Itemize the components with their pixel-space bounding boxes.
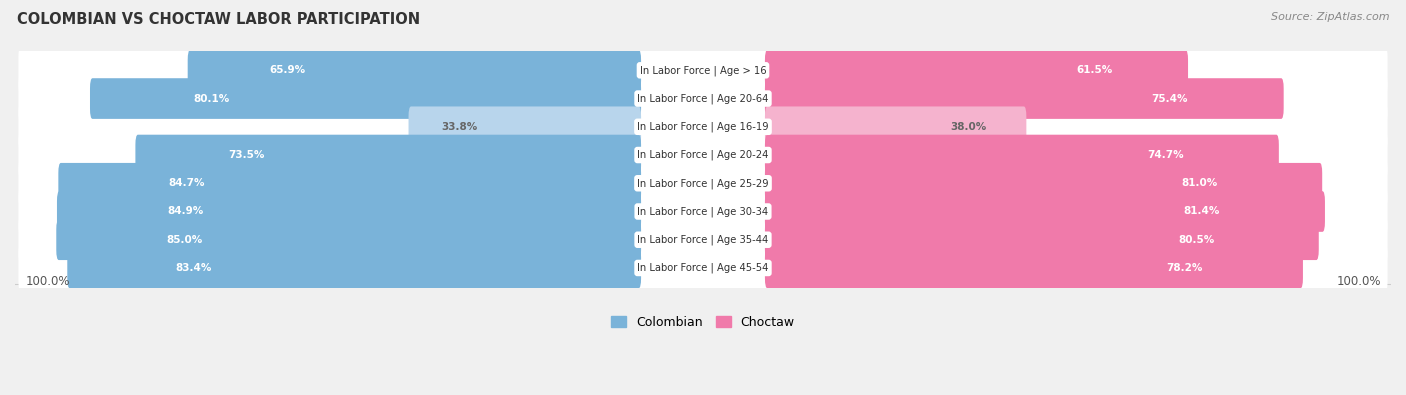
Text: In Labor Force | Age 20-24: In Labor Force | Age 20-24	[637, 150, 769, 160]
Text: 74.7%: 74.7%	[1147, 150, 1184, 160]
FancyBboxPatch shape	[90, 78, 641, 119]
FancyBboxPatch shape	[18, 102, 1388, 152]
FancyBboxPatch shape	[187, 50, 641, 90]
Text: 85.0%: 85.0%	[167, 235, 202, 245]
Text: 38.0%: 38.0%	[950, 122, 987, 132]
Text: In Labor Force | Age 30-34: In Labor Force | Age 30-34	[637, 206, 769, 217]
Text: 80.1%: 80.1%	[193, 94, 229, 103]
Text: 83.4%: 83.4%	[176, 263, 212, 273]
FancyBboxPatch shape	[135, 135, 641, 175]
Text: 81.4%: 81.4%	[1184, 207, 1220, 216]
Text: 33.8%: 33.8%	[441, 122, 478, 132]
Text: In Labor Force | Age > 16: In Labor Force | Age > 16	[640, 65, 766, 75]
Text: 100.0%: 100.0%	[1336, 275, 1381, 288]
FancyBboxPatch shape	[18, 158, 1388, 209]
Text: 81.0%: 81.0%	[1181, 178, 1218, 188]
Text: 61.5%: 61.5%	[1077, 65, 1114, 75]
Text: In Labor Force | Age 16-19: In Labor Force | Age 16-19	[637, 122, 769, 132]
Text: 73.5%: 73.5%	[228, 150, 264, 160]
Text: Source: ZipAtlas.com: Source: ZipAtlas.com	[1271, 12, 1389, 22]
FancyBboxPatch shape	[765, 135, 1279, 175]
Legend: Colombian, Choctaw: Colombian, Choctaw	[606, 311, 800, 334]
FancyBboxPatch shape	[18, 73, 1388, 124]
Text: In Labor Force | Age 25-29: In Labor Force | Age 25-29	[637, 178, 769, 188]
Text: In Labor Force | Age 20-64: In Labor Force | Age 20-64	[637, 93, 769, 104]
Text: In Labor Force | Age 35-44: In Labor Force | Age 35-44	[637, 235, 769, 245]
Text: 84.9%: 84.9%	[167, 207, 204, 216]
FancyBboxPatch shape	[58, 191, 641, 232]
Text: 100.0%: 100.0%	[25, 275, 70, 288]
FancyBboxPatch shape	[765, 219, 1319, 260]
FancyBboxPatch shape	[765, 107, 1026, 147]
Text: In Labor Force | Age 45-54: In Labor Force | Age 45-54	[637, 263, 769, 273]
FancyBboxPatch shape	[18, 45, 1388, 96]
Text: COLOMBIAN VS CHOCTAW LABOR PARTICIPATION: COLOMBIAN VS CHOCTAW LABOR PARTICIPATION	[17, 12, 420, 27]
FancyBboxPatch shape	[18, 243, 1388, 293]
Text: 78.2%: 78.2%	[1167, 263, 1202, 273]
Text: 65.9%: 65.9%	[270, 65, 305, 75]
Text: 75.4%: 75.4%	[1152, 94, 1188, 103]
FancyBboxPatch shape	[765, 163, 1322, 203]
FancyBboxPatch shape	[765, 191, 1324, 232]
FancyBboxPatch shape	[58, 163, 641, 203]
FancyBboxPatch shape	[409, 107, 641, 147]
Text: 84.7%: 84.7%	[169, 178, 205, 188]
Text: 80.5%: 80.5%	[1178, 235, 1215, 245]
FancyBboxPatch shape	[765, 78, 1284, 119]
FancyBboxPatch shape	[765, 50, 1188, 90]
FancyBboxPatch shape	[67, 248, 641, 288]
FancyBboxPatch shape	[18, 214, 1388, 265]
FancyBboxPatch shape	[18, 130, 1388, 181]
FancyBboxPatch shape	[18, 186, 1388, 237]
FancyBboxPatch shape	[56, 219, 641, 260]
FancyBboxPatch shape	[765, 248, 1303, 288]
